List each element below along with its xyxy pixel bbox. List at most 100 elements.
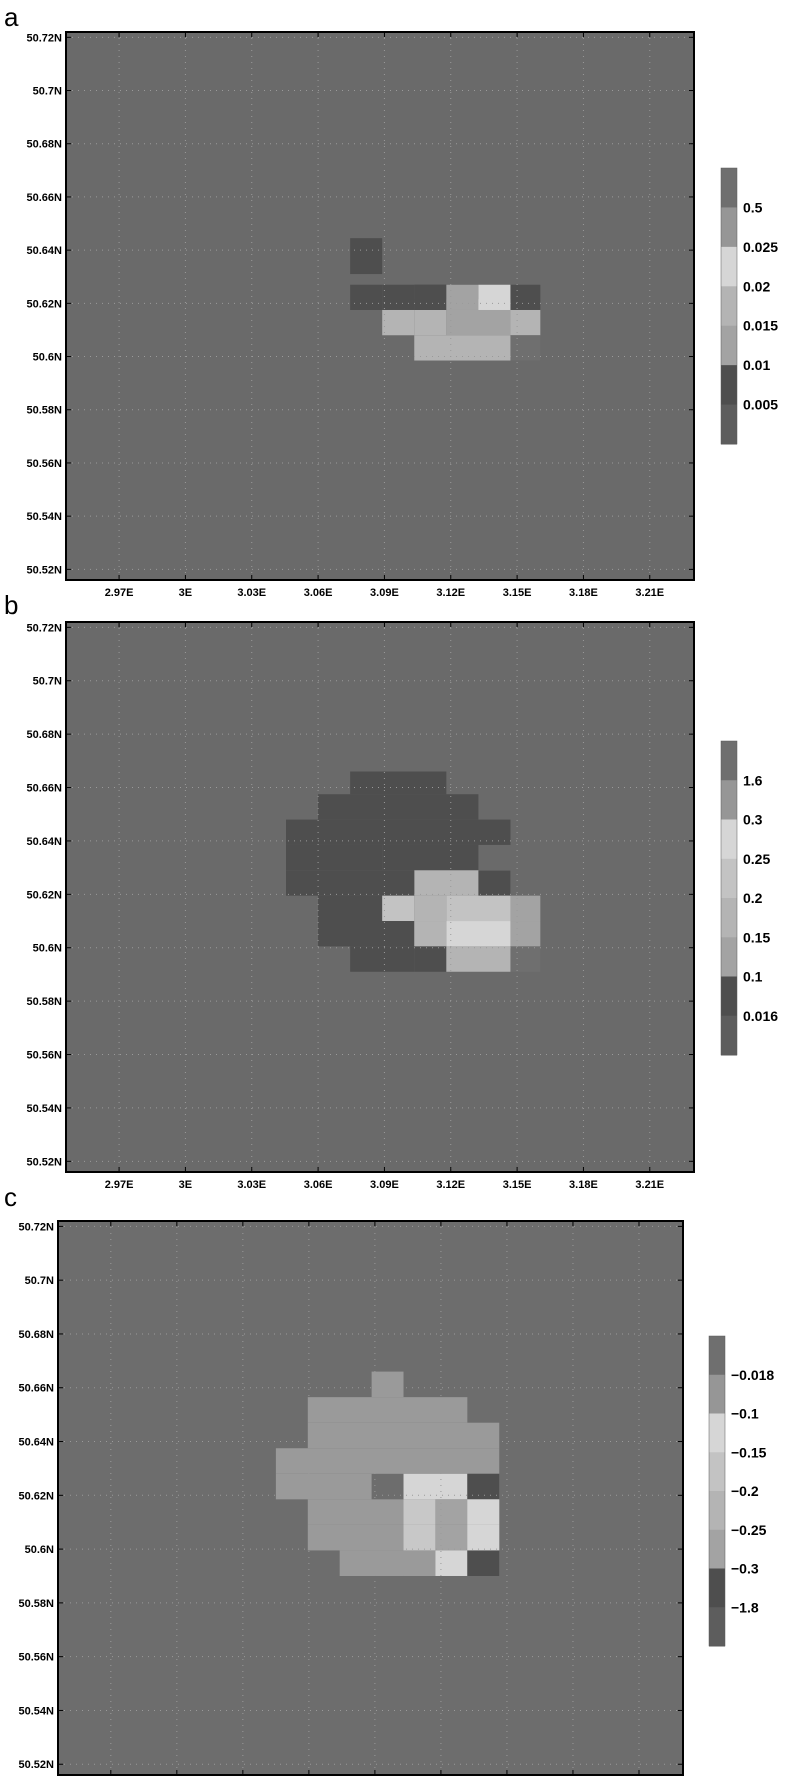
heatmap-cell xyxy=(510,309,541,336)
colorbar-swatch xyxy=(709,1491,725,1531)
y-tick-label: 50.52N xyxy=(19,1759,55,1771)
heatmap-cell xyxy=(286,870,415,896)
colorbar-swatch xyxy=(721,780,737,820)
colorbar-swatch xyxy=(721,898,737,938)
colorbar-frame xyxy=(720,740,738,1056)
y-tick-label: 50.54N xyxy=(27,511,63,523)
y-tick-label: 50.56N xyxy=(19,1652,55,1664)
colorbar-label: −0.2 xyxy=(731,1483,759,1499)
colorbar-swatch xyxy=(721,741,737,781)
heatmap-cell xyxy=(275,1473,372,1500)
colorbar-label: 0.02 xyxy=(743,278,770,294)
y-tick-label: 50.6N xyxy=(33,352,62,364)
heatmap-cell xyxy=(446,946,511,972)
panel-label-a: a xyxy=(4,2,19,32)
colorbar-label: −0.3 xyxy=(731,1561,759,1577)
x-tick-label: 3.03E xyxy=(237,1179,266,1191)
y-tick-label: 50.64N xyxy=(19,1437,55,1449)
heatmap-cell xyxy=(318,895,383,922)
colorbar-label: 0.3 xyxy=(743,812,763,828)
heatmap-cell xyxy=(446,895,511,922)
heatmap-cell xyxy=(350,946,415,972)
colorbar-label: −0.25 xyxy=(731,1522,767,1538)
colorbar-swatch xyxy=(709,1374,725,1414)
colorbar-swatch xyxy=(709,1607,725,1647)
colorbar-swatch xyxy=(721,1015,737,1056)
colorbar-swatch xyxy=(721,404,737,445)
colorbar-label: 0.15 xyxy=(743,929,770,945)
x-tick-label: 3E xyxy=(179,587,192,599)
y-tick-label: 50.68N xyxy=(19,1329,55,1341)
colorbar-swatch xyxy=(721,819,737,860)
heatmap-cell xyxy=(414,921,447,947)
heatmap-cell xyxy=(510,946,541,972)
heatmap-cell xyxy=(339,1550,404,1576)
heatmap-cell xyxy=(350,771,447,795)
heatmap-cell xyxy=(286,844,383,871)
heatmap-cell xyxy=(403,1473,468,1500)
heatmap-cell xyxy=(467,1550,500,1576)
colorbar-swatch xyxy=(721,937,737,977)
colorbar-label: −0.1 xyxy=(731,1406,759,1422)
heatmap-cell xyxy=(350,238,383,275)
heatmap-cell xyxy=(510,921,541,947)
y-tick-label: 50.64N xyxy=(27,245,63,257)
colorbar-frame xyxy=(720,167,738,445)
x-tick-label: 3E xyxy=(179,1179,192,1191)
colorbar-label: 1.6 xyxy=(743,772,763,788)
x-tick-label: 3.15E xyxy=(503,587,532,599)
heatmap-cell xyxy=(414,895,447,922)
heatmap-cell xyxy=(446,309,511,336)
y-tick-label: 50.66N xyxy=(27,783,63,795)
heatmap-cell xyxy=(403,1499,436,1525)
colorbar-frame xyxy=(708,1335,726,1647)
panel-label-b: b xyxy=(4,590,18,620)
heatmap-cell xyxy=(446,921,511,947)
heatmap-cell xyxy=(414,946,447,972)
x-tick-label: 3.21E xyxy=(635,1179,664,1191)
heatmap-cell xyxy=(382,284,415,310)
y-tick-label: 50.64N xyxy=(27,836,63,848)
y-tick-label: 50.72N xyxy=(19,1221,55,1233)
y-tick-label: 50.6N xyxy=(33,943,62,955)
y-tick-label: 50.66N xyxy=(19,1383,55,1395)
heatmap-cell xyxy=(467,1499,500,1525)
x-tick-label: 3.18E xyxy=(569,1179,598,1191)
heatmap-cell xyxy=(403,1550,436,1576)
heatmap-cell xyxy=(382,309,415,336)
heatmap-cell xyxy=(446,284,479,310)
heatmap-cell xyxy=(350,284,383,310)
heatmap-cell xyxy=(307,1524,404,1551)
y-tick-label: 50.52N xyxy=(27,564,63,576)
y-tick-label: 50.7N xyxy=(25,1275,54,1287)
colorbar-label: 0.1 xyxy=(743,969,763,985)
x-tick-label: 3.09E xyxy=(370,587,399,599)
y-tick-label: 50.68N xyxy=(27,729,63,741)
heatmap-cell xyxy=(286,819,511,845)
y-tick-label: 50.72N xyxy=(27,32,63,44)
y-tick-label: 50.54N xyxy=(27,1103,63,1115)
x-tick-label: 3.15E xyxy=(503,1179,532,1191)
x-tick-label: 2.97E xyxy=(105,587,134,599)
colorbar-swatch xyxy=(709,1529,725,1569)
colorbar-swatch xyxy=(709,1452,725,1492)
colorbar-swatch xyxy=(721,207,737,248)
colorbar-swatch xyxy=(709,1568,725,1608)
y-tick-label: 50.54N xyxy=(19,1705,55,1717)
colorbar-swatch xyxy=(721,246,737,287)
x-tick-label: 3.12E xyxy=(436,587,465,599)
y-tick-label: 50.62N xyxy=(19,1490,55,1502)
x-tick-label: 3.06E xyxy=(304,587,333,599)
plot-frame xyxy=(57,1220,684,1776)
heatmap-cell xyxy=(478,870,511,896)
colorbar-label: −0.15 xyxy=(731,1444,767,1460)
colorbar-label: 0.2 xyxy=(743,890,763,906)
colorbar-label: −1.8 xyxy=(731,1599,759,1615)
heatmap-cell xyxy=(414,284,447,310)
heatmap-cell xyxy=(382,895,415,922)
plot-frame xyxy=(65,621,695,1173)
plot-frame xyxy=(65,31,695,581)
x-tick-label: 3.03E xyxy=(237,587,266,599)
colorbar-swatch xyxy=(721,365,737,406)
y-tick-label: 50.56N xyxy=(27,1050,63,1062)
